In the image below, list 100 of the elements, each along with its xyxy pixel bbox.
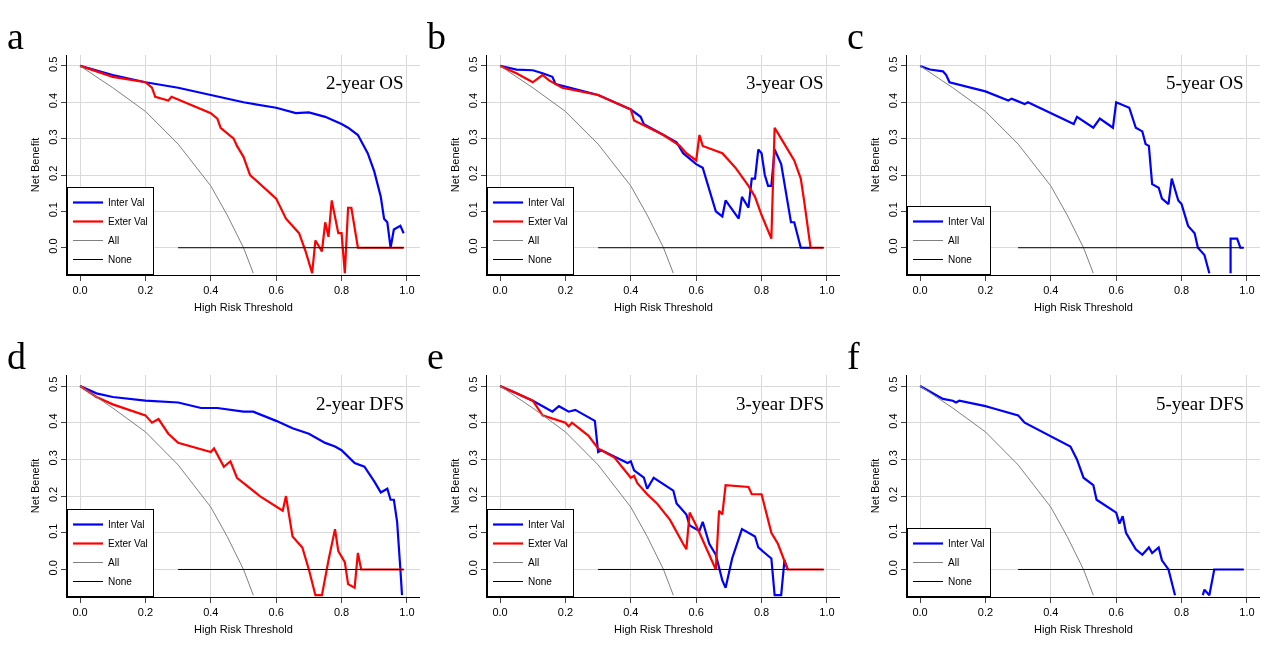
y-tick-label: 0.0 <box>886 560 899 576</box>
x-tick-label: 0.4 <box>623 284 639 297</box>
line-series <box>79 385 254 596</box>
y-tick-label: 0.2 <box>886 165 899 181</box>
line-series <box>919 385 1094 596</box>
y-tick-label: 0.0 <box>466 560 479 576</box>
y-tick-label: 0.1 <box>466 523 479 539</box>
x-tick-label: 0.8 <box>333 284 350 297</box>
legend-label: All <box>528 235 540 247</box>
legend-label: Exter Val <box>108 538 148 550</box>
x-axis-title: High Risk Threshold <box>194 623 293 636</box>
legend-label: None <box>948 254 973 266</box>
x-tick-label: 0.0 <box>72 284 88 297</box>
text: 2-year OS <box>326 72 404 93</box>
y-tick-label: 0.4 <box>46 413 59 429</box>
y-tick-label: 0.5 <box>46 376 59 393</box>
text: 3-year OS <box>746 72 824 93</box>
y-tick-label: 0.3 <box>46 450 59 466</box>
legend-label: All <box>948 235 960 247</box>
x-axis-title: High Risk Threshold <box>614 623 713 636</box>
x-axis-title: High Risk Threshold <box>1034 301 1133 314</box>
line-series <box>79 65 254 274</box>
legend-label: None <box>948 576 973 588</box>
x-tick-label: 0.2 <box>977 606 994 619</box>
x-tick-label: 1.0 <box>399 284 415 297</box>
x-tick-label: 0.6 <box>1108 606 1124 619</box>
text: 5-year DFS <box>1156 393 1245 414</box>
legend-label: All <box>528 557 540 569</box>
x-axis-title: High Risk Threshold <box>1034 623 1133 636</box>
x-tick-label: 0.8 <box>333 606 350 619</box>
x-tick-label: 0.6 <box>688 284 704 297</box>
y-tick-label: 0.4 <box>886 92 899 109</box>
legend-label: Exter Val <box>108 216 148 228</box>
y-tick-label: 0.3 <box>886 450 899 466</box>
y-tick-label: 0.4 <box>886 413 899 429</box>
x-tick-label: 0.8 <box>753 606 770 619</box>
x-tick-label: 0.0 <box>912 606 928 619</box>
x-tick-label: 1.0 <box>1239 284 1255 297</box>
text: 3-year DFS <box>736 393 825 414</box>
x-tick-label: 1.0 <box>1239 606 1255 619</box>
x-tick-label: 0.2 <box>977 284 994 297</box>
x-tick-label: 0.4 <box>203 606 219 619</box>
y-tick-label: 0.3 <box>466 450 479 466</box>
x-tick-label: 0.2 <box>137 284 154 297</box>
x-tick-label: 0.0 <box>492 284 508 297</box>
x-tick-label: 0.8 <box>1173 284 1190 297</box>
x-tick-label: 0.2 <box>137 606 154 619</box>
x-tick-label: 0.2 <box>557 284 574 297</box>
y-axis-title: Net Benefit <box>29 458 42 514</box>
x-tick-label: 0.8 <box>1173 606 1190 619</box>
y-tick-label: 0.0 <box>46 238 59 254</box>
legend-label: All <box>948 557 960 569</box>
legend-label: None <box>108 576 133 588</box>
legend-label: Inter Val <box>528 519 565 531</box>
x-tick-label: 0.4 <box>623 606 639 619</box>
x-tick-label: 0.6 <box>268 606 284 619</box>
y-tick-label: 0.2 <box>46 165 59 181</box>
y-axis-title: Net Benefit <box>449 458 462 514</box>
legend-label: Inter Val <box>948 538 985 550</box>
line-series <box>919 65 1094 274</box>
y-tick-label: 0.2 <box>46 486 59 503</box>
y-tick-label: 0.2 <box>466 165 479 181</box>
x-tick-label: 1.0 <box>819 284 835 297</box>
x-tick-label: 1.0 <box>819 606 835 619</box>
x-tick-label: 0.6 <box>688 606 704 619</box>
legend-label: All <box>108 557 120 569</box>
y-tick-label: 0.1 <box>46 523 59 539</box>
x-tick-label: 0.0 <box>72 606 88 619</box>
y-tick-label: 0.4 <box>46 92 59 109</box>
line-series <box>499 65 674 274</box>
legend-label: Inter Val <box>528 197 565 209</box>
y-tick-label: 0.3 <box>466 129 479 145</box>
legend-label: Inter Val <box>948 216 985 228</box>
legend-label: Exter Val <box>528 538 568 550</box>
y-tick-label: 0.4 <box>466 92 479 109</box>
text: b <box>427 15 446 57</box>
legend-label: All <box>108 235 120 247</box>
text: c <box>847 15 864 57</box>
text: e <box>427 335 444 377</box>
y-tick-label: 0.1 <box>466 202 479 218</box>
x-tick-label: 1.0 <box>399 606 415 619</box>
y-tick-label: 0.0 <box>886 238 899 254</box>
x-tick-label: 0.4 <box>1043 284 1059 297</box>
y-tick-label: 0.5 <box>886 376 899 393</box>
y-axis-title: Net Benefit <box>869 137 882 193</box>
x-axis-title: High Risk Threshold <box>194 301 293 314</box>
legend-label: None <box>528 576 553 588</box>
legend-label: Exter Val <box>528 216 568 228</box>
y-axis-title: Net Benefit <box>449 137 462 193</box>
y-tick-label: 0.1 <box>886 523 899 539</box>
x-tick-label: 0.0 <box>492 606 508 619</box>
line-series <box>498 384 825 571</box>
text: d <box>7 335 26 377</box>
line-series <box>499 385 674 596</box>
y-tick-label: 0.0 <box>466 238 479 254</box>
x-tick-label: 0.0 <box>912 284 928 297</box>
y-tick-label: 0.3 <box>46 129 59 145</box>
legend-label: Inter Val <box>108 519 145 531</box>
y-tick-label: 0.5 <box>46 56 59 72</box>
y-tick-label: 0.5 <box>466 376 479 393</box>
